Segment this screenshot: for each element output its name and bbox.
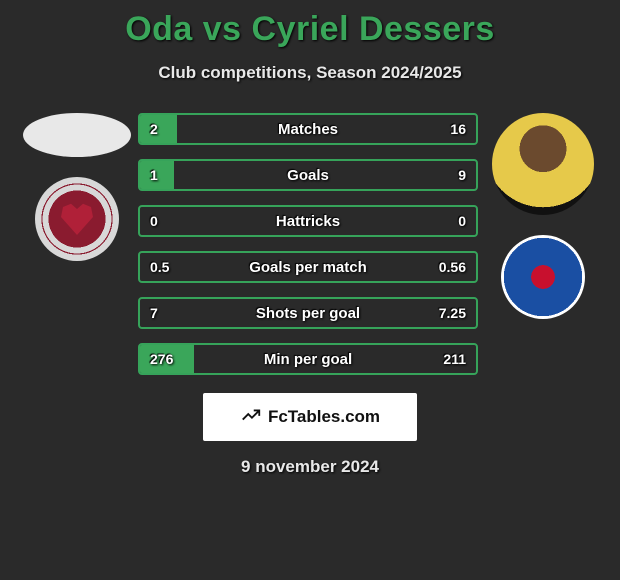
left-column — [22, 113, 132, 375]
date-text: 9 november 2024 — [0, 457, 620, 477]
chart-icon — [240, 404, 262, 431]
content-row: 2Matches16 1Goals9 0Hattricks0 0.5Goals per… — [0, 113, 620, 375]
brand-badge[interactable]: FcTables.com — [203, 393, 417, 441]
stat-value-right: 0 — [426, 213, 466, 229]
stat-bars: 2Matches16 1Goals9 0Hattricks0 0.5Goals per… — [138, 113, 478, 375]
stat-value-right: 0.56 — [426, 259, 466, 275]
stat-value-right: 211 — [426, 351, 466, 367]
right-column — [488, 113, 598, 375]
player-right-avatar — [492, 113, 594, 215]
player-left-avatar — [23, 113, 131, 157]
stat-bar: 2Matches16 — [138, 113, 478, 145]
page-title: Oda vs Cyriel Dessers — [0, 10, 620, 49]
stat-value-right: 9 — [426, 167, 466, 183]
subtitle: Club competitions, Season 2024/2025 — [0, 63, 620, 83]
club-right-badge — [501, 235, 585, 319]
club-left-badge — [35, 177, 119, 261]
stat-bar: 0Hattricks0 — [138, 205, 478, 237]
comparison-card: Oda vs Cyriel Dessers Club competitions,… — [0, 0, 620, 580]
stat-value-right: 7.25 — [426, 305, 466, 321]
stat-bar: 7Shots per goal7.25 — [138, 297, 478, 329]
stat-value-right: 16 — [426, 121, 466, 137]
stat-bar: 276Min per goal211 — [138, 343, 478, 375]
stat-bar: 1Goals9 — [138, 159, 478, 191]
brand-text: FcTables.com — [268, 407, 380, 427]
stat-bar: 0.5Goals per match0.56 — [138, 251, 478, 283]
